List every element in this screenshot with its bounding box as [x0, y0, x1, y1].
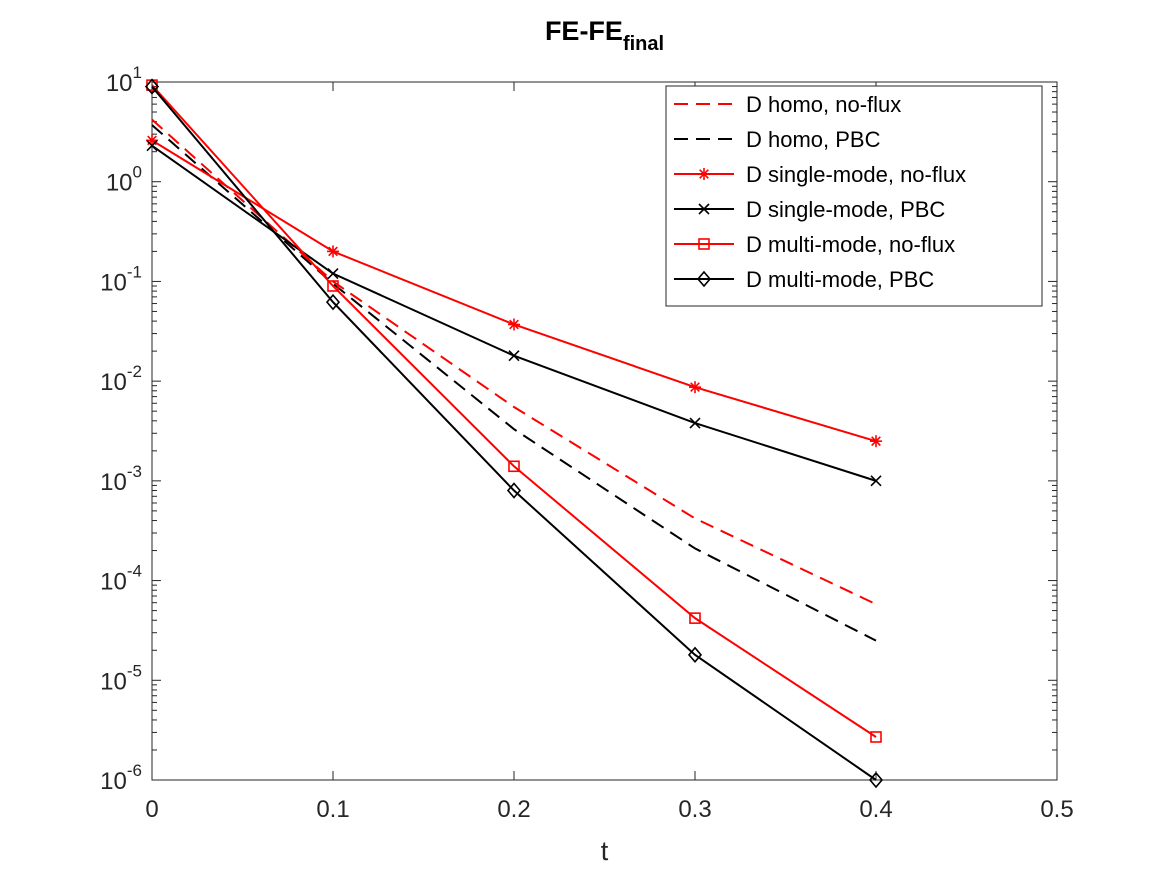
- x-tick-label: 0.5: [1040, 796, 1073, 823]
- x-tick-label: 0.1: [316, 796, 349, 823]
- y-tick-label: 10-4: [100, 562, 142, 596]
- y-tick-label: 101: [106, 63, 142, 97]
- data-point-asterisk: [870, 435, 882, 448]
- data-point-x: [689, 417, 701, 429]
- y-tick-label: 10-6: [100, 761, 142, 795]
- legend-item: D multi-mode, no-flux: [674, 232, 955, 257]
- y-tick-mantissa: 10: [100, 269, 127, 296]
- data-point-asterisk: [698, 168, 710, 180]
- data-point-x: [146, 140, 158, 152]
- x-tick-label: 0.4: [859, 796, 892, 823]
- legend-label: D homo, PBC: [746, 127, 881, 152]
- legend-item: D single-mode, PBC: [674, 197, 945, 222]
- chart-title: FE-FEfinal: [545, 16, 664, 55]
- y-tick-exponent: -2: [127, 362, 142, 381]
- legend-label: D multi-mode, PBC: [746, 267, 934, 292]
- data-point-diamond: [868, 771, 884, 789]
- y-tick-mantissa: 10: [100, 569, 127, 596]
- legend-item: D multi-mode, PBC: [674, 267, 934, 292]
- y-tick-exponent: 1: [133, 63, 142, 82]
- series-line: [151, 84, 877, 738]
- y-tick-exponent: -4: [127, 562, 142, 581]
- ticks-layer: 0 0.1 0.2 0.3 0.4 0.510110010-110-210-310-410…: [100, 63, 1074, 823]
- data-point-x: [870, 475, 882, 487]
- y-tick-mantissa: 10: [106, 170, 133, 197]
- y-tick-exponent: 0: [133, 163, 142, 182]
- data-point-diamond: [144, 78, 160, 95]
- legend-label: D homo, no-flux: [746, 92, 901, 117]
- data-point-x: [508, 350, 520, 362]
- legend: D homo, no-flux D homo, PBC D single-mode,…: [665, 85, 1043, 307]
- y-tick-label: 10-5: [100, 661, 142, 695]
- chart-title-subscript: final: [623, 33, 664, 55]
- series-layer: [144, 78, 884, 789]
- y-tick-label: 10-3: [100, 462, 142, 496]
- data-point-x: [327, 267, 339, 280]
- y-tick-label: 100: [106, 163, 142, 197]
- chart-title-main: FE-FE: [545, 16, 623, 46]
- data-point-x: [698, 203, 710, 215]
- series-2: [146, 134, 882, 448]
- data-point-diamond: [325, 293, 341, 311]
- y-tick-mantissa: 10: [100, 768, 127, 795]
- legend-item: D single-mode, no-flux: [674, 162, 966, 187]
- x-tick-label: 0.3: [678, 796, 711, 823]
- y-tick-exponent: -6: [127, 761, 142, 780]
- y-tick-exponent: -3: [127, 462, 142, 481]
- x-tick-label: 0: [145, 796, 158, 823]
- data-point-asterisk: [689, 381, 701, 394]
- y-tick-mantissa: 10: [106, 70, 133, 97]
- data-point-square: [508, 460, 520, 473]
- legend-label: D multi-mode, no-flux: [746, 232, 955, 257]
- series-line: [151, 118, 877, 606]
- data-point-square: [327, 280, 339, 292]
- data-point-diamond: [687, 646, 703, 664]
- legend-item: D homo, PBC: [674, 127, 881, 152]
- data-point-asterisk: [508, 318, 520, 331]
- y-tick-mantissa: 10: [100, 369, 127, 396]
- y-tick-exponent: -5: [127, 661, 142, 680]
- x-tick-label: 0.2: [497, 796, 530, 823]
- data-point-diamond: [506, 482, 522, 499]
- legend-marker: [696, 270, 712, 288]
- legend-item: D homo, no-flux: [674, 92, 901, 117]
- x-axis-label: t: [601, 836, 609, 866]
- legend-box: [665, 85, 1043, 307]
- y-tick-label: 10-1: [100, 262, 142, 296]
- legend-label: D single-mode, PBC: [746, 197, 945, 222]
- y-tick-exponent: -1: [127, 262, 142, 281]
- data-point-square: [870, 731, 882, 743]
- legend-label: D single-mode, no-flux: [746, 162, 966, 187]
- y-tick-mantissa: 10: [100, 668, 127, 695]
- series-5: [144, 78, 884, 789]
- series-0: [151, 118, 877, 606]
- y-tick-mantissa: 10: [100, 469, 127, 496]
- data-point-square: [689, 612, 701, 624]
- series-line: [151, 85, 877, 781]
- y-tick-label: 10-2: [100, 362, 142, 396]
- data-point-square: [698, 238, 710, 250]
- data-point-asterisk: [327, 245, 339, 258]
